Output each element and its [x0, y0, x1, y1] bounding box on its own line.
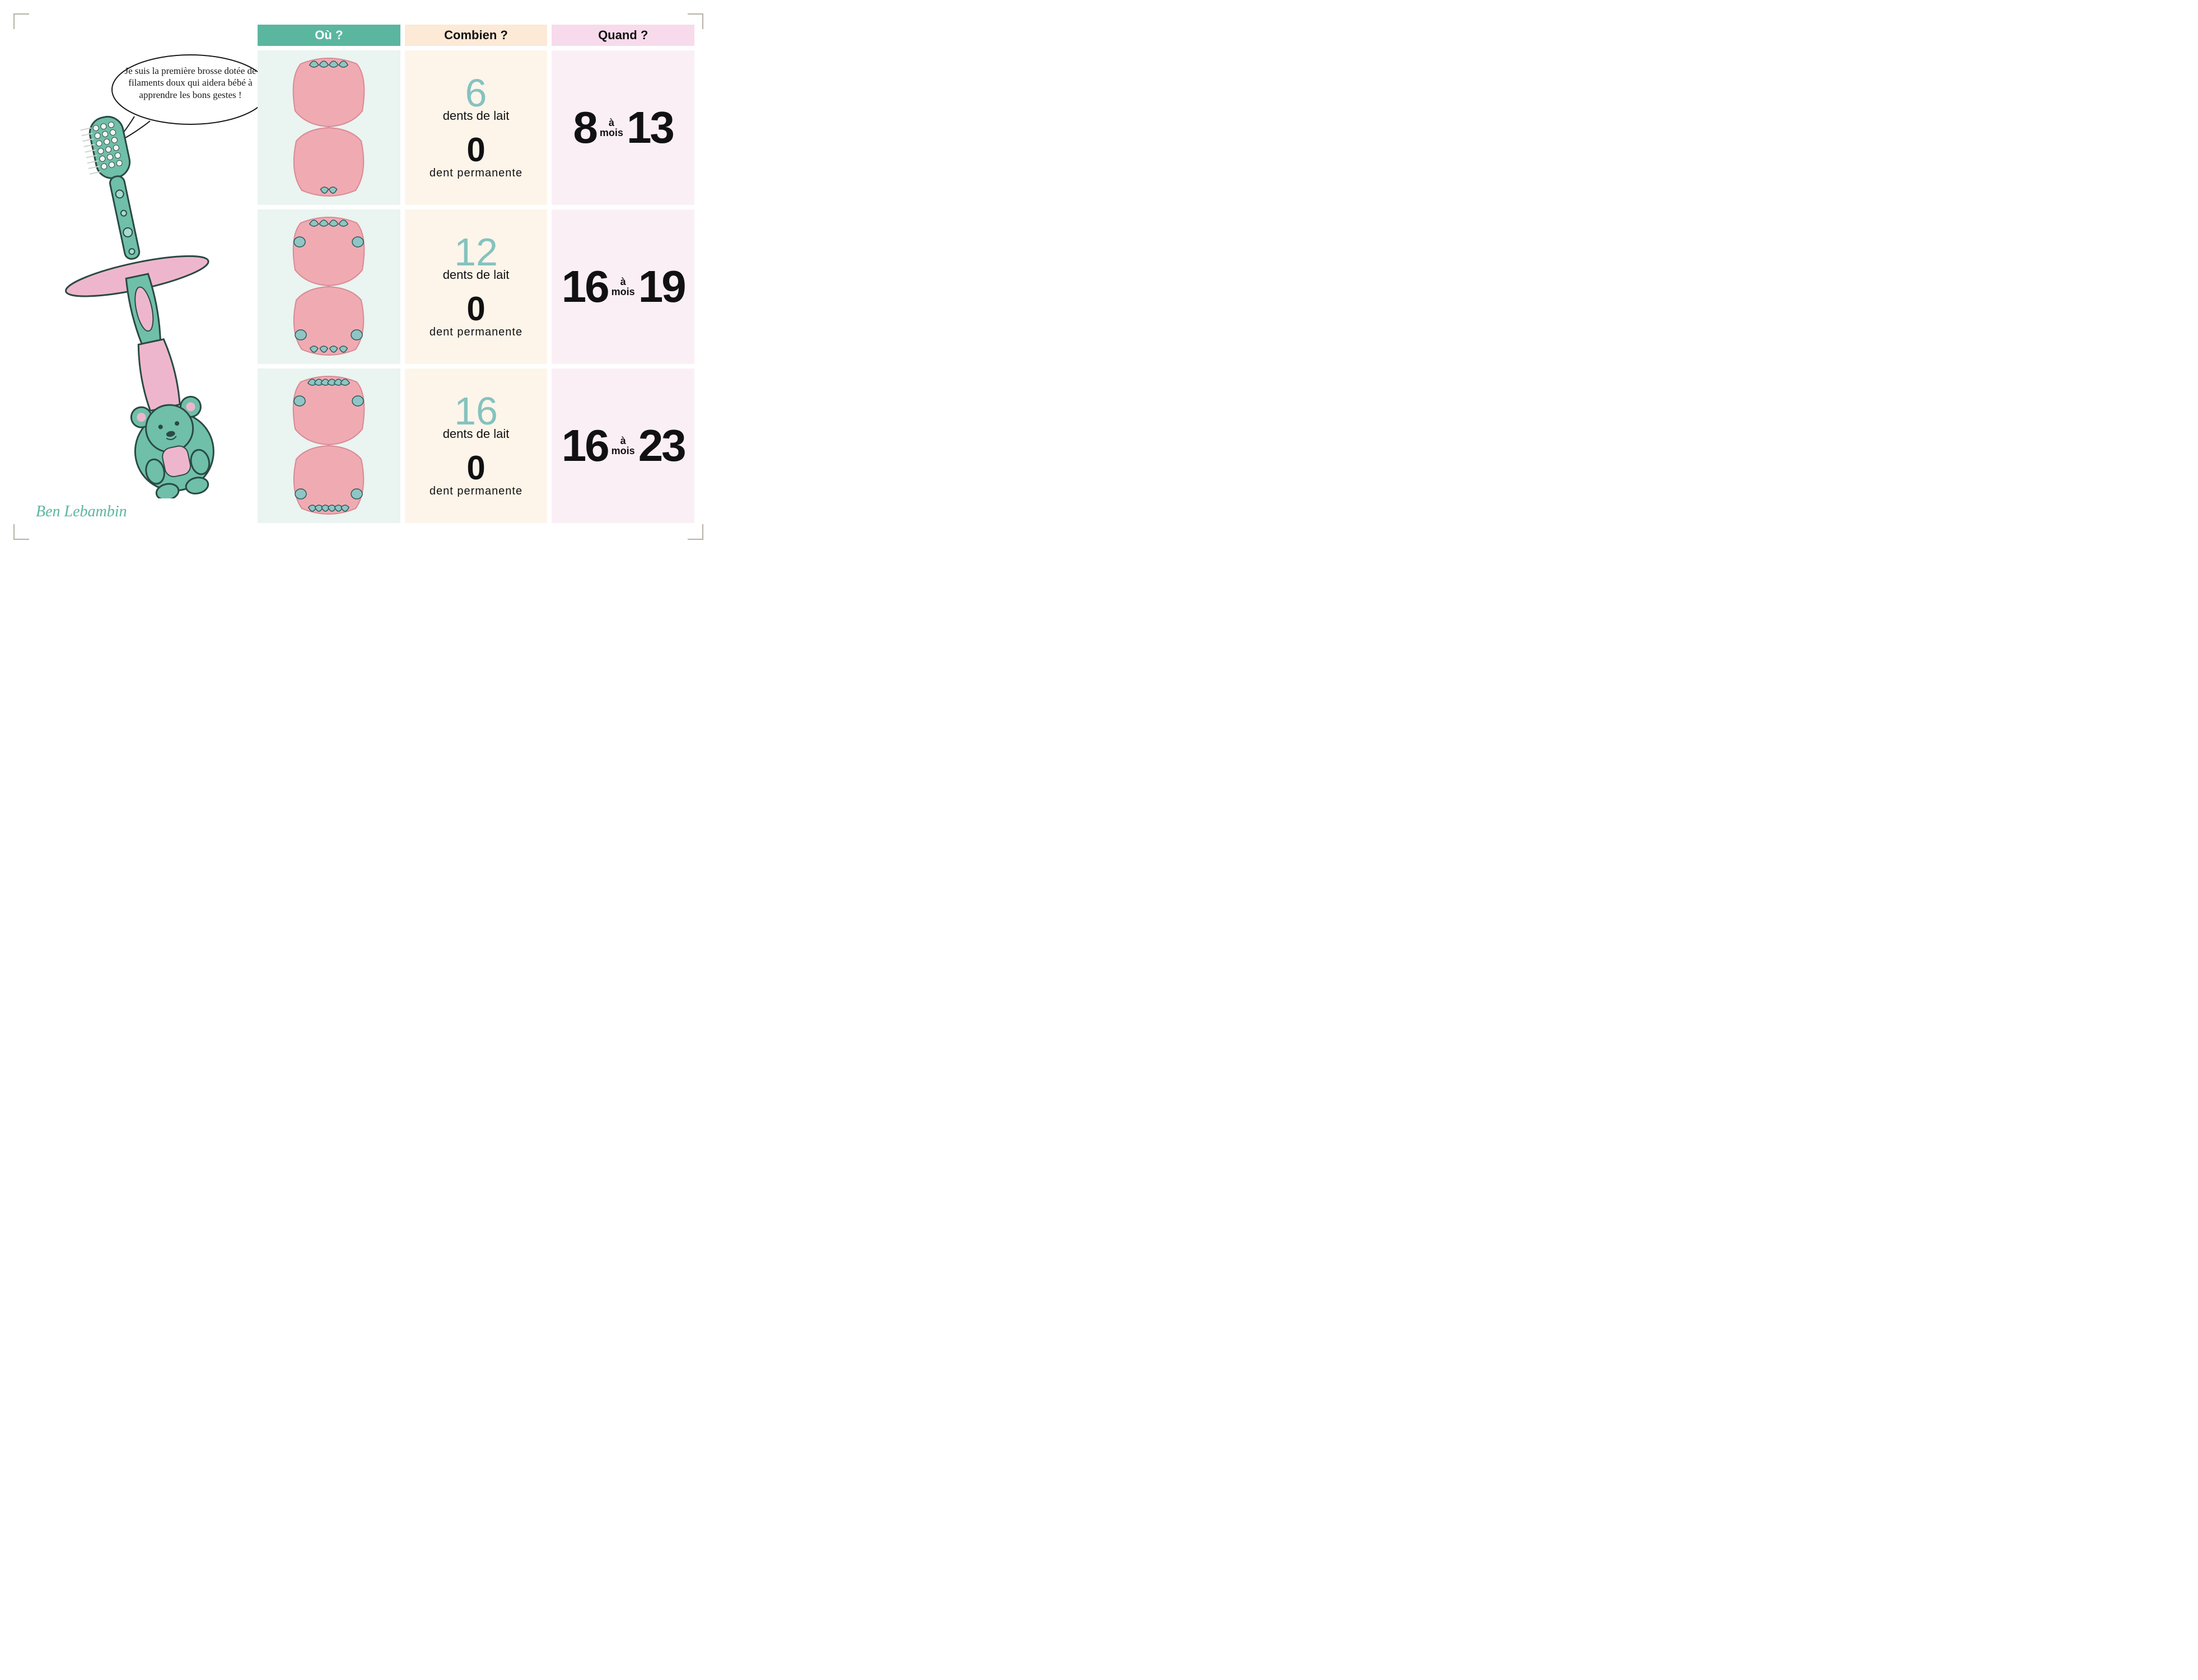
column-ou: Où ?: [258, 25, 400, 523]
age-from: 16: [562, 423, 608, 468]
combien-cell-1: 6 dents de lait 0 dent permanente: [405, 50, 548, 205]
perm-count: 0: [466, 292, 485, 326]
quand-cell-1: 8 à mois 13: [552, 50, 694, 205]
age-range: 16 à mois 23: [562, 423, 685, 468]
header-ou: Où ?: [258, 25, 400, 46]
age-range: 8 à mois 13: [573, 105, 673, 150]
column-combien: Combien ? 6 dents de lait 0 dent permane…: [405, 25, 548, 523]
jaw-diagram-icon: [281, 55, 376, 200]
jaw-diagram-icon: [281, 373, 376, 519]
age-to: 19: [638, 264, 685, 309]
age-to: 13: [627, 105, 673, 150]
toothbrush-icon: [62, 106, 235, 498]
header-quand: Quand ?: [552, 25, 694, 46]
age-from: 16: [562, 264, 608, 309]
page: Je suis la première brosse dotée de fila…: [11, 11, 706, 542]
milk-label: dents de lait: [443, 109, 510, 123]
perm-count: 0: [466, 451, 485, 485]
age-mid: à mois: [612, 277, 635, 297]
combien-cell-3: 16 dents de lait 0 dent permanente: [405, 368, 548, 523]
quand-cell-2: 16 à mois 19: [552, 209, 694, 364]
ou-cell-2: [258, 209, 400, 364]
perm-label: dent permanente: [430, 167, 522, 180]
age-mid: à mois: [612, 436, 635, 456]
speech-text: Je suis la première brosse dotée de fila…: [123, 65, 258, 101]
age-range: 16 à mois 19: [562, 264, 685, 309]
milk-count: 16: [454, 394, 498, 429]
quand-cell-3: 16 à mois 23: [552, 368, 694, 523]
milk-count: 6: [465, 76, 487, 111]
brand-name: Ben Lebambin: [36, 503, 127, 521]
ou-cell-1: [258, 50, 400, 205]
perm-count: 0: [466, 133, 485, 167]
column-quand: Quand ? 8 à mois 13 16 à mois: [552, 25, 694, 523]
left-column: Je suis la première brosse dotée de fila…: [22, 22, 258, 526]
milk-count: 12: [454, 235, 498, 270]
milk-label: dents de lait: [443, 268, 510, 282]
jaw-diagram-icon: [281, 214, 376, 360]
corner-br: [688, 524, 703, 540]
combien-cell-2: 12 dents de lait 0 dent permanente: [405, 209, 548, 364]
perm-label: dent permanente: [430, 326, 522, 339]
milk-label: dents de lait: [443, 427, 510, 441]
header-combien: Combien ?: [405, 25, 548, 46]
teeth-table: Où ?: [258, 25, 694, 523]
age-mid: à mois: [600, 118, 623, 138]
age-from: 8: [573, 105, 596, 150]
age-to: 23: [638, 423, 685, 468]
perm-label: dent permanente: [430, 485, 522, 498]
corner-bl: [13, 524, 29, 540]
ou-cell-3: [258, 368, 400, 523]
